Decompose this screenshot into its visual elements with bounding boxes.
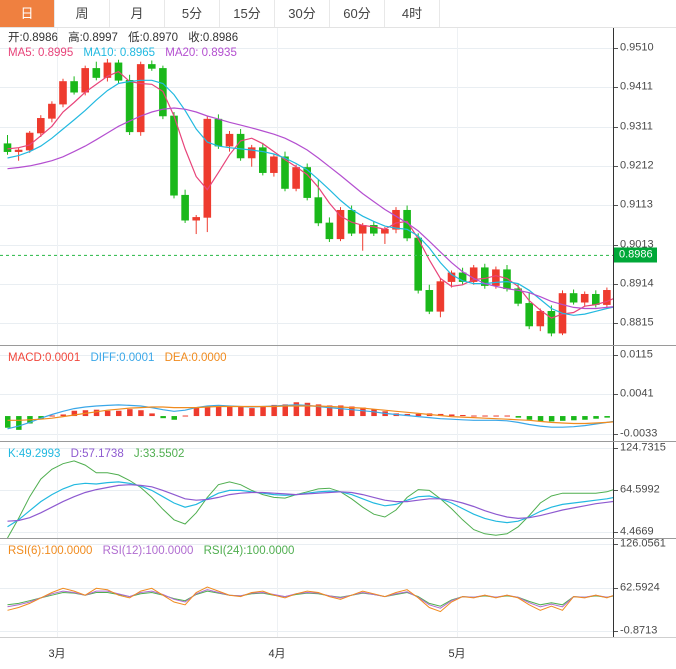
price-axis: 0.9510 0.9411 0.9311 0.9212 0.9113 0.9013 0.89… (613, 28, 676, 345)
ma-legend: MA5: 0.8995 MA10: 0.8965 MA20: 0.8935 (8, 47, 244, 60)
rsi-axis-label: 126.0561 (620, 537, 666, 550)
tab-15min-label: 15分 (233, 6, 261, 21)
tab-5min[interactable]: 5分 (165, 0, 220, 27)
kdj-panel: 124.7315 64.5992 4.4669 K:49.2993 D:57.173… (0, 442, 676, 538)
price-axis-label: 0.9212 (620, 159, 654, 172)
tab-week[interactable]: 周 (55, 0, 110, 27)
legend-rsi24: RSI(24):100.0000 (203, 545, 295, 557)
rsi-panel: 126.0561 62.5924 -0.8713 RSI(6):100.0000 R… (0, 537, 676, 637)
price-panel: 0.9510 0.9411 0.9311 0.9212 0.9113 0.9013 0.89… (0, 28, 676, 345)
price-axis-label: 0.8815 (620, 316, 654, 329)
tab-month[interactable]: 月 (110, 0, 165, 27)
macd-axis-tick (614, 394, 618, 396)
date-axis: 3月 4月 5月 (0, 637, 676, 669)
price-axis-label: 0.9013 (620, 238, 654, 251)
tab-5min-label: 5分 (181, 6, 203, 21)
kdj-axis-tick (614, 447, 618, 449)
macd-axis-tick (614, 355, 618, 357)
tab-15min[interactable]: 15分 (220, 0, 275, 27)
tab-4hour-label: 4时 (401, 6, 423, 21)
rsi-legend: RSI(6):100.0000 RSI(12):100.0000 RSI(24)… (8, 545, 301, 558)
tab-week-label: 周 (75, 6, 89, 21)
chart-svg (0, 539, 613, 637)
legend-close: 收:0.8986 (188, 32, 239, 44)
legend-k: K:49.2993 (8, 448, 61, 460)
price-axis-tick (614, 87, 618, 89)
legend-low: 低:0.8970 (128, 32, 179, 44)
tab-day-label: 日 (20, 6, 34, 21)
macd-axis-label: 0.0041 (620, 387, 654, 400)
legend-dea: DEA:0.0000 (164, 352, 227, 364)
rsi-axis-label: 62.5924 (620, 581, 660, 594)
macd-legend: MACD:0.0001 DIFF:0.0001 DEA:0.0000 (8, 352, 234, 365)
tab-30min[interactable]: 30分 (275, 0, 330, 27)
tab-month-label: 月 (130, 6, 144, 21)
price-axis-tick (614, 283, 618, 285)
macd-axis-tick (614, 433, 618, 435)
legend-ma20: MA20: 0.8935 (165, 47, 237, 59)
date-axis-label: 4月 (268, 648, 286, 660)
separator-kdj (0, 441, 676, 442)
rsi-axis-label: -0.8713 (620, 624, 658, 637)
price-axis-label: 0.9411 (620, 80, 653, 93)
price-axis-tick (614, 205, 618, 207)
legend-rsi6: RSI(6):100.0000 (8, 545, 93, 557)
kdj-axis-label: 64.5992 (620, 483, 660, 496)
rsi-axis-tick (614, 587, 618, 589)
date-axis-label: 3月 (48, 648, 66, 660)
legend-j: J:33.5502 (133, 448, 185, 460)
kdj-axis-label: 124.7315 (620, 441, 666, 454)
legend-d: D:57.1738 (70, 448, 124, 460)
price-axis-tick (614, 126, 618, 128)
current-price-tag: 0.8986 (614, 247, 657, 263)
legend-rsi12: RSI(12):100.0000 (102, 545, 194, 557)
legend-diff: DIFF:0.0001 (90, 352, 155, 364)
tab-30min-label: 30分 (288, 6, 316, 21)
ohlc-legend: 开:0.8986 高:0.8997 低:0.8970 收:0.8986 (8, 32, 245, 45)
chart-svg (0, 442, 613, 538)
separator-rsi (0, 538, 676, 539)
price-axis-tick (614, 47, 618, 49)
tab-4hour[interactable]: 4时 (385, 0, 440, 27)
tab-day[interactable]: 日 (0, 0, 55, 27)
date-axis-label: 5月 (448, 648, 466, 660)
price-axis-tick (614, 244, 618, 246)
macd-axis-label: -0.0033 (620, 427, 658, 440)
rsi-axis: 126.0561 62.5924 -0.8713 (613, 537, 676, 637)
price-axis-label: 0.9113 (620, 198, 653, 211)
tab-60min-label: 60分 (343, 6, 371, 21)
kdj-axis: 124.7315 64.5992 4.4669 (613, 442, 676, 538)
price-axis-label: 0.9510 (620, 41, 654, 54)
kdj-axis-tick (614, 532, 618, 534)
price-axis-label: 0.9311 (620, 120, 653, 133)
kdj-axis-tick (614, 489, 618, 491)
tab-60min[interactable]: 60分 (330, 0, 385, 27)
price-plot-area[interactable] (0, 28, 613, 345)
legend-open: 开:0.8986 (8, 32, 58, 44)
macd-panel: 0.0115 0.0041 -0.0033 MACD:0.0001 DIFF:0.0… (0, 346, 676, 441)
legend-ma10: MA10: 0.8965 (83, 47, 156, 59)
chart-svg (0, 28, 613, 345)
price-axis-label: 0.8914 (620, 277, 654, 290)
legend-high: 高:0.8997 (68, 32, 118, 44)
legend-ma5: MA5: 0.8995 (8, 47, 74, 59)
macd-axis: 0.0115 0.0041 -0.0033 (613, 346, 676, 441)
legend-macd: MACD:0.0001 (8, 352, 81, 364)
kdj-legend: K:49.2993 D:57.1738 J:33.5502 (8, 448, 191, 461)
period-tabbar: 日 周 月 5分 15分 30分 60分 4时 (0, 0, 676, 28)
rsi-axis-tick (614, 544, 618, 546)
chart-svg (0, 346, 613, 441)
rsi-plot-area[interactable] (0, 539, 613, 637)
kdj-plot-area[interactable] (0, 442, 613, 538)
macd-plot-area[interactable] (0, 346, 613, 441)
rsi-axis-tick (614, 631, 618, 633)
macd-axis-label: 0.0115 (620, 348, 653, 361)
tabbar-filler (440, 0, 676, 27)
kdj-axis-label: 4.4669 (620, 525, 654, 538)
price-axis-tick (614, 323, 618, 325)
separator-macd (0, 345, 676, 346)
price-axis-tick (614, 165, 618, 167)
